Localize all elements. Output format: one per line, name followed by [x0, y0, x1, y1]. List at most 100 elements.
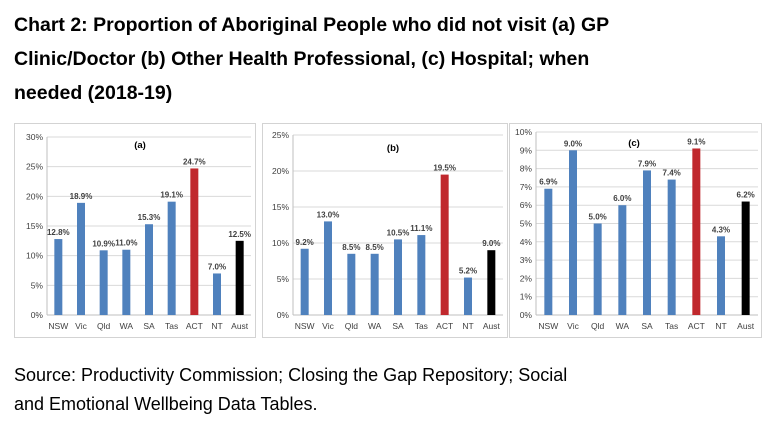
chart-title-line-2: Clinic/Doctor (b) Other Health Professio… — [14, 48, 590, 70]
chart-a-svg: 0% 5% 10% 15% 20% 25% 30% (a) 12.8% NSW 18.9% Vic 10… — [26, 132, 251, 331]
y-tick-label: 20% — [26, 191, 43, 201]
x-tick-label: SA — [143, 321, 155, 331]
x-tick-label: NSW — [538, 321, 558, 331]
y-tick-label: 8% — [520, 164, 533, 174]
panel-title: (b) — [387, 143, 399, 154]
bar-nt — [464, 277, 472, 315]
data-label-act: 24.7% — [183, 157, 206, 166]
x-tick-label: Vic — [322, 321, 334, 331]
bar-tas — [167, 201, 176, 315]
y-tick-label: 0% — [520, 310, 533, 320]
chart-panel-c: 0% 1% 2% 3% 4% 5% 6% 7% 8% 9% 10% (c) 6.9% NSW 9.0% Vic… — [509, 123, 762, 338]
data-label-nsw: 12.8% — [47, 228, 70, 237]
data-label-nsw: 6.9% — [539, 178, 557, 187]
bar-nsw — [300, 248, 309, 315]
x-tick-label: Aust — [737, 321, 755, 331]
data-label-wa: 8.5% — [366, 243, 384, 252]
x-tick-label: ACT — [186, 321, 203, 331]
x-tick-label: NT — [715, 321, 726, 331]
x-tick-label: Tas — [165, 321, 178, 331]
data-label-aust: 6.2% — [737, 191, 755, 200]
panel-title: (a) — [134, 140, 146, 151]
panel-title: (c) — [628, 138, 640, 149]
y-tick-label: 10% — [272, 238, 289, 248]
data-label-sa: 15.3% — [138, 213, 161, 222]
y-tick-label: 2% — [520, 273, 533, 283]
data-label-qld: 8.5% — [342, 243, 360, 252]
data-label-nt: 7.0% — [208, 262, 226, 271]
data-label-sa: 10.5% — [387, 228, 410, 237]
y-tick-label: 25% — [26, 162, 43, 172]
bar-wa — [618, 205, 627, 315]
data-label-vic: 9.0% — [564, 139, 582, 148]
data-label-aust: 9.0% — [482, 239, 500, 248]
bar-nt — [717, 236, 725, 315]
bar-sa — [145, 224, 153, 315]
y-tick-label: 0% — [31, 310, 44, 320]
y-tick-label: 4% — [520, 237, 533, 247]
bar-act — [190, 168, 199, 315]
y-tick-label: 9% — [520, 145, 533, 155]
bar-nsw — [54, 239, 63, 315]
bar-tas — [417, 235, 426, 315]
y-tick-label: 1% — [520, 292, 533, 302]
source-line-2: and Emotional Wellbeing Data Tables. — [14, 394, 318, 414]
bar-vic — [569, 150, 577, 315]
x-tick-label: WA — [120, 321, 134, 331]
y-tick-label: 5% — [520, 219, 533, 229]
chart-panel-a: 0% 5% 10% 15% 20% 25% 30% (a) 12.8% NSW 18.9% Vic 10… — [14, 123, 256, 338]
chart-c-svg: 0% 1% 2% 3% 4% 5% 6% 7% 8% 9% 10% (c) 6.9% NSW 9.0% Vic… — [515, 127, 758, 331]
y-tick-label: 0% — [277, 310, 290, 320]
bar-nt — [213, 273, 221, 315]
data-label-act: 9.1% — [687, 137, 705, 146]
bar-qld — [593, 223, 602, 315]
x-tick-label: Tas — [415, 321, 428, 331]
x-tick-label: WA — [616, 321, 630, 331]
data-label-tas: 11.1% — [410, 224, 432, 233]
x-tick-label: SA — [641, 321, 653, 331]
data-label-tas: 7.4% — [663, 169, 681, 178]
y-tick-label: 30% — [26, 132, 43, 142]
x-tick-label: ACT — [688, 321, 705, 331]
y-tick-label: 10% — [515, 127, 532, 137]
bar-wa — [370, 253, 379, 315]
data-label-qld: 10.9% — [92, 239, 115, 248]
y-tick-label: 3% — [520, 255, 533, 265]
x-tick-label: Aust — [231, 321, 249, 331]
source-line-1: Source: Productivity Commission; Closing… — [14, 365, 568, 385]
x-tick-label: WA — [368, 321, 382, 331]
y-tick-label: 20% — [272, 166, 289, 176]
data-label-sa: 7.9% — [638, 159, 656, 168]
y-tick-label: 15% — [26, 221, 43, 231]
bar-wa — [122, 249, 131, 315]
data-label-nt: 4.3% — [712, 225, 730, 234]
bar-act — [440, 174, 449, 315]
x-tick-label: Aust — [483, 321, 501, 331]
chart-panel-b: 0% 5% 10% 15% 20% 25% (b) 9.2% NSW 13.0% Vic 8.5% Ql… — [262, 123, 508, 338]
y-tick-label: 25% — [272, 130, 289, 140]
x-tick-label: NSW — [48, 321, 68, 331]
y-tick-label: 5% — [277, 274, 290, 284]
bar-aust — [741, 201, 750, 315]
x-tick-label: Qld — [591, 321, 605, 331]
bar-act — [692, 148, 701, 315]
x-tick-label: Vic — [567, 321, 579, 331]
x-tick-label: NSW — [295, 321, 315, 331]
x-tick-label: ACT — [436, 321, 453, 331]
data-label-act: 19.5% — [433, 164, 456, 173]
data-label-nt: 5.2% — [459, 267, 477, 276]
x-tick-label: SA — [392, 321, 404, 331]
bar-aust — [235, 240, 244, 315]
x-tick-label: Qld — [345, 321, 359, 331]
y-tick-label: 10% — [26, 251, 43, 261]
y-tick-label: 7% — [520, 182, 533, 192]
data-label-wa: 11.0% — [115, 239, 137, 248]
y-tick-label: 6% — [520, 200, 533, 210]
bar-qld — [347, 253, 356, 315]
bar-vic — [77, 202, 85, 315]
y-tick-label: 5% — [31, 280, 44, 290]
chart-title: Chart 2: Proportion of Aboriginal People… — [14, 8, 762, 110]
bar-tas — [667, 179, 676, 315]
x-tick-label: Qld — [97, 321, 111, 331]
bar-sa — [394, 239, 402, 315]
